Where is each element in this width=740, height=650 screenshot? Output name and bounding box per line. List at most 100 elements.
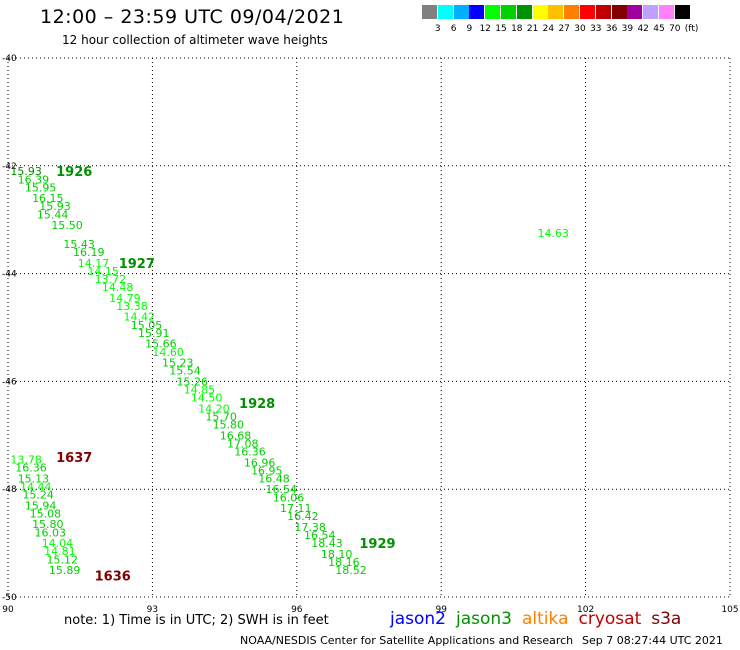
y-tick-label: -40 xyxy=(2,54,17,64)
x-tick-label: 102 xyxy=(577,605,594,615)
track-time-label: 1636 xyxy=(95,569,131,584)
chart-subtitle: 12 hour collection of altimeter wave hei… xyxy=(62,33,328,47)
colorbar-swatch xyxy=(548,5,564,19)
swh-point-label: 15.05 xyxy=(131,319,163,332)
colorbar-swatch xyxy=(469,5,485,19)
chart-title: 12:00 – 23:59 UTC 09/04/2021 xyxy=(40,6,345,28)
legend-jason2: jason2 xyxy=(390,609,446,629)
colorbar-swatch xyxy=(580,5,595,19)
x-tick-label: 93 xyxy=(147,605,158,615)
y-tick-label: -46 xyxy=(2,377,17,387)
swh-point-label: 16.42 xyxy=(287,510,319,523)
y-tick-label: -50 xyxy=(2,593,17,603)
swh-point-label: 17.11 xyxy=(280,502,312,515)
colorbar-swatch xyxy=(674,5,690,19)
swh-point-label: 14.15 xyxy=(87,265,119,278)
swh-point-label: 16.95 xyxy=(251,464,283,477)
swh-point-label: 15.08 xyxy=(30,507,62,520)
swh-point-label: 16.06 xyxy=(273,491,305,504)
swh-point-label: 15.24 xyxy=(22,489,54,502)
x-tick-label: 105 xyxy=(721,605,738,615)
swh-point-label: 14.48 xyxy=(102,281,134,294)
colorbar-label: 45 xyxy=(653,24,665,34)
swh-point-label: 14.79 xyxy=(109,292,141,305)
colorbar-swatch xyxy=(437,5,453,19)
swh-point-label: 16.03 xyxy=(34,526,65,539)
swh-point-label: 14.44 xyxy=(20,481,52,494)
swh-point-label: 15.23 xyxy=(162,357,194,370)
colorbar-swatch xyxy=(485,5,501,19)
swh-point-label: 18.16 xyxy=(328,556,360,569)
colorbar-label: 21 xyxy=(526,24,539,34)
colorbar-swatch xyxy=(516,5,532,19)
colorbar-swatch xyxy=(627,5,643,19)
swh-point-label: 15.91 xyxy=(138,327,170,340)
swh-point-label: 15.80 xyxy=(32,518,64,531)
swh-point-label: 15.54 xyxy=(169,365,201,378)
legend-s3a: s3a xyxy=(651,609,682,629)
swh-point-label: 16.68 xyxy=(220,429,252,442)
swh-point-label: 14.20 xyxy=(198,402,230,415)
colorbar-label: 12 xyxy=(479,24,491,34)
credit-text: NOAA/NESDIS Center for Satellite Applica… xyxy=(240,634,574,647)
satellite-legend: jason2 jason3 altika cryosat s3a xyxy=(390,609,691,629)
swh-point-label: 13.78 xyxy=(10,454,42,467)
colorbar-unit: (ft) xyxy=(684,24,699,34)
colorbar-swatch xyxy=(611,5,627,19)
colorbar-label: 18 xyxy=(511,24,523,34)
colorbar-label: 3 xyxy=(434,24,441,34)
legend-altika: altika xyxy=(522,609,569,629)
swh-point-label: 15.94 xyxy=(25,499,56,512)
swh-point-label: 14.50 xyxy=(191,392,223,405)
colorbar-label: 6 xyxy=(450,24,457,34)
colorbar-swatch xyxy=(422,5,437,19)
swh-point-label: 17.38 xyxy=(294,521,326,534)
swh-point-label: 15.26 xyxy=(176,375,208,388)
colorbar-swatch xyxy=(564,5,580,19)
swh-point-label: 16.36 xyxy=(15,462,47,475)
colorbar-swatch xyxy=(643,5,659,19)
swh-point-label: 16.96 xyxy=(244,456,276,469)
swh-point-label: 14.17 xyxy=(78,257,110,270)
colorbar-swatch xyxy=(595,5,611,19)
footer-note: note: 1) Time is in UTC; 2) SWH is in fe… xyxy=(64,613,329,628)
colorbar-swatch xyxy=(532,5,548,19)
track-time-label: 1927 xyxy=(119,257,155,272)
swh-point-label: 16.48 xyxy=(258,472,290,485)
colorbar-swatch xyxy=(453,5,469,19)
swh-point-label: 15.43 xyxy=(63,238,95,251)
x-tick-label: 96 xyxy=(291,605,303,615)
swh-point-label: 18.10 xyxy=(321,548,353,561)
swh-point-label: 14.81 xyxy=(44,545,76,558)
swh-point-label: 14.42 xyxy=(124,311,155,324)
swh-point-label: 16.36 xyxy=(234,445,266,458)
swh-point-label: 14.60 xyxy=(152,346,184,359)
swh-point-label: 13.72 xyxy=(95,273,127,286)
colorbar-label: 15 xyxy=(495,24,507,34)
swh-point-label: 17.08 xyxy=(227,437,258,450)
swh-point-label: 15.80 xyxy=(213,419,245,432)
colorbar-label: 70 xyxy=(669,24,681,34)
swh-point-label: 18.52 xyxy=(335,564,367,577)
swh-point-label: 15.44 xyxy=(37,208,69,221)
legend-jason3: jason3 xyxy=(456,609,512,629)
swh-point-label: 16.54 xyxy=(266,483,298,496)
swh-point-label: 15.50 xyxy=(51,219,83,232)
track-time-label: 1929 xyxy=(359,537,395,552)
swh-point-label: 15.93 xyxy=(10,165,42,178)
swh-point-label: 16.19 xyxy=(73,246,105,259)
colorbar-label: 27 xyxy=(558,24,570,34)
swh-point-label: 14.63 xyxy=(537,227,569,240)
colorbar-label: 39 xyxy=(621,24,634,34)
credit-timestamp: Sep 7 08:27:44 UTC 2021 xyxy=(582,634,723,647)
swh-point-label: 15.95 xyxy=(25,181,56,194)
legend-cryosat: cryosat xyxy=(578,609,642,629)
y-tick-label: -44 xyxy=(2,270,17,280)
y-tick-label: -48 xyxy=(2,485,17,495)
swh-point-label: 18.43 xyxy=(311,537,343,550)
swh-point-label: 15.93 xyxy=(39,200,71,213)
colorbar-label: 9 xyxy=(466,24,473,34)
track-time-label: 1926 xyxy=(56,165,92,180)
colorbar-swatch xyxy=(659,5,674,19)
